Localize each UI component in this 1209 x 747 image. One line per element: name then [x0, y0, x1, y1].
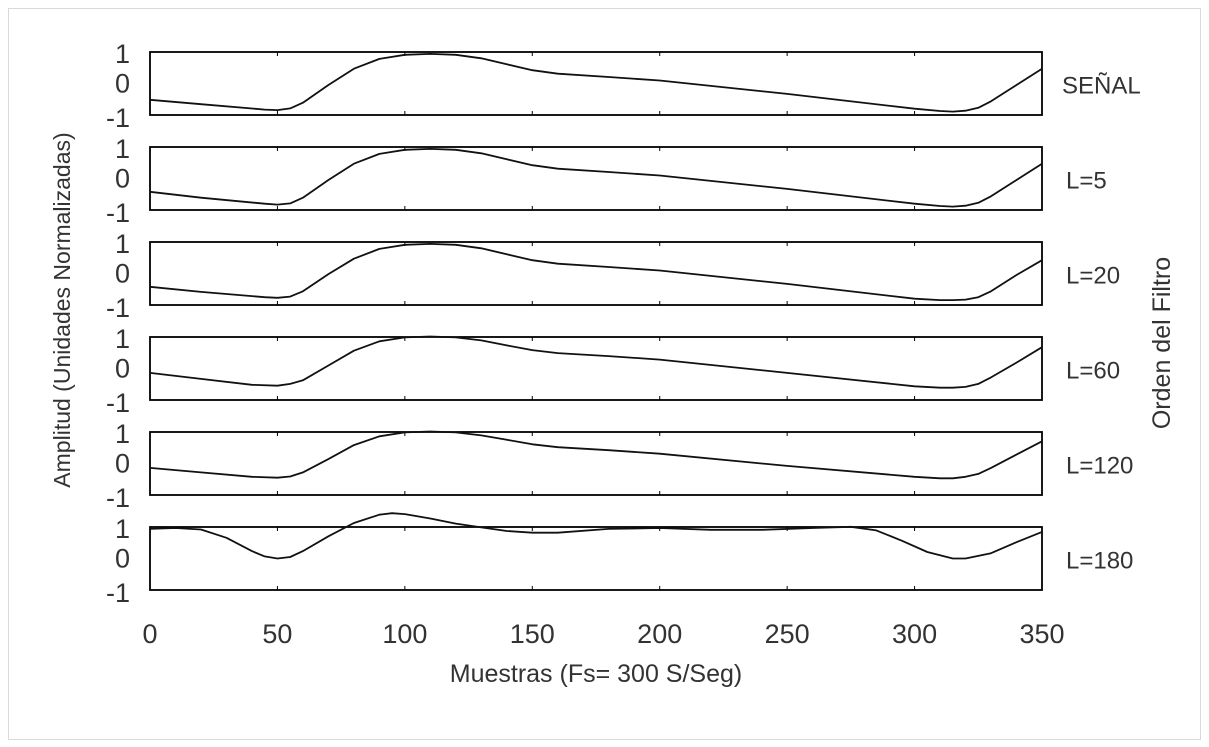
right-axis-label: Orden del Filtro: [1148, 257, 1176, 429]
series-line: [149, 243, 1043, 301]
x-tick-label: 300: [892, 619, 937, 649]
panel-frame: [149, 51, 1043, 116]
y-tick-label: -1: [106, 198, 130, 228]
x-axis-label: Muestras (Fs= 300 S/Seg): [450, 660, 742, 688]
panel-frame: [149, 526, 1043, 591]
chart-panels: 10-1SEÑAL10-1L=510-1L=2010-1L=6010-1L=12…: [106, 39, 1141, 608]
y-tick-label: -1: [106, 578, 130, 608]
series-line: [149, 512, 1043, 560]
series-line: [149, 430, 1043, 480]
panel-label: L=180: [1066, 548, 1133, 575]
panel-frame: [149, 336, 1043, 401]
panel-frame: [149, 241, 1043, 306]
x-tick-label: 100: [382, 619, 427, 649]
panel-1: 10 -1 L=5: [106, 134, 1107, 228]
panel-label: L=60: [1066, 358, 1120, 385]
y-tick-label: -1: [106, 483, 130, 513]
y-tick-label: 0: [115, 544, 130, 574]
x-tick-label: 200: [637, 619, 682, 649]
y-tick-label: 1: [115, 514, 130, 544]
y-tick-label: 0: [115, 164, 130, 194]
series-line: [149, 53, 1043, 113]
panel-4: 10 -1 L=120: [106, 419, 1133, 513]
y-tick-label: 1: [115, 419, 130, 449]
y-tick-label: 1: [115, 229, 130, 259]
y-tick-label: 0: [115, 449, 130, 479]
panel-2: 10 -1 L=20: [106, 229, 1120, 323]
panel-label: SEÑAL: [1062, 73, 1141, 100]
panel-label: L=20: [1066, 263, 1120, 290]
panel-label: L=120: [1066, 453, 1133, 480]
panel-frame: [149, 431, 1043, 496]
x-axis-ticks: 0 50 100 150 200 250 300 350: [142, 619, 1064, 649]
series-line: [149, 335, 1043, 389]
y-tick-label: 1: [115, 39, 130, 69]
figure-border: [8, 8, 1201, 740]
panel-5: 10 -1 L=180: [106, 512, 1133, 608]
panel-frame: [149, 146, 1043, 211]
panel-label: L=5: [1066, 168, 1107, 195]
y-tick-label: 0: [115, 354, 130, 384]
y-tick-label: 1: [115, 134, 130, 164]
x-tick-label: 150: [510, 619, 555, 649]
y-tick-label: 1: [115, 324, 130, 354]
y-axis-label: Amplitud (Unidades Normalizadas): [49, 132, 75, 487]
panel-3: 10 -1 L=60: [106, 324, 1120, 418]
x-tick-label: 50: [262, 619, 292, 649]
y-tick-label: -1: [106, 103, 130, 133]
x-tick-label: 0: [142, 619, 157, 649]
panel-0: 10 -1 SEÑAL: [106, 39, 1141, 133]
y-tick-label: 0: [115, 259, 130, 289]
y-tick-label: -1: [106, 388, 130, 418]
x-tick-label: 250: [765, 619, 810, 649]
series-line: [149, 148, 1043, 208]
x-tick-label: 350: [1019, 619, 1064, 649]
y-tick-label: 0: [115, 69, 130, 99]
y-tick-label: -1: [106, 293, 130, 323]
